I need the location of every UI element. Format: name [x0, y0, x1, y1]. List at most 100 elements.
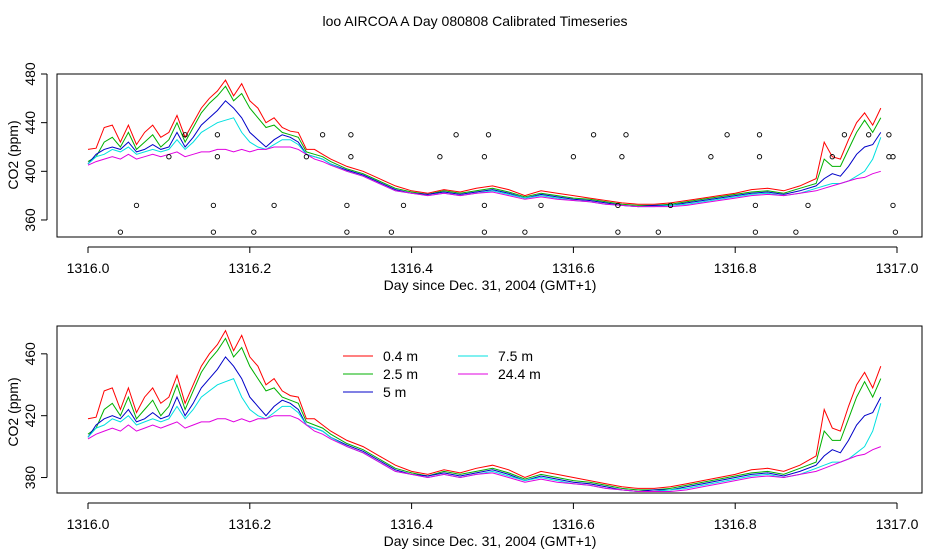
bottom-x-tick-label: 1316.2 — [228, 516, 271, 532]
top-marker-point — [481, 154, 488, 160]
top-marker-point — [655, 229, 661, 235]
bottom-series-line-7-5-m — [87, 377, 882, 492]
top-marker-point — [522, 229, 528, 235]
top-marker-point — [667, 202, 674, 209]
top-marker-point — [271, 202, 277, 209]
legend-item-2-5-m: 2.5 m — [343, 366, 418, 382]
legend-label: 0.4 m — [383, 348, 418, 364]
top-marker-point — [437, 154, 443, 160]
top-x-axis-label: Day since Dec. 31, 2004 (GMT+1) — [384, 277, 597, 293]
top-marker-point — [886, 132, 892, 138]
top-marker-point — [752, 202, 759, 209]
top-marker-point — [388, 229, 395, 235]
bottom-x-tick-label: 1316.8 — [714, 516, 757, 532]
top-marker-point — [890, 154, 896, 160]
legend-item-7-5-m: 7.5 m — [458, 348, 533, 364]
bottom-x-tick-label: 1317.0 — [876, 516, 919, 532]
top-series-line-0-4-m — [87, 79, 882, 205]
bottom-y-axis: 380 420 460 — [22, 342, 48, 490]
top-marker-point — [890, 202, 896, 209]
top-marker-point — [538, 202, 544, 209]
top-marker-point — [251, 229, 257, 235]
top-x-tick-label: 1316.0 — [67, 260, 110, 276]
top-y-tick-label: 440 — [22, 111, 38, 135]
top-marker-point — [590, 132, 597, 138]
legend-label: 7.5 m — [498, 348, 533, 364]
top-marker-point — [182, 132, 188, 138]
top-y-axis-label: CO2 (ppm) — [5, 120, 21, 189]
top-marker-point — [756, 154, 763, 160]
top-marker-point — [841, 132, 848, 138]
top-marker-point — [623, 132, 629, 138]
top-markers — [117, 132, 899, 235]
top-marker-point — [400, 202, 407, 209]
top-marker-point — [214, 154, 221, 160]
top-marker-point — [752, 229, 759, 235]
bottom-y-axis-label: CO2 (ppm) — [5, 377, 21, 446]
top-marker-point — [344, 229, 350, 235]
top-y-axis: 360 400 440 480 — [22, 62, 48, 232]
top-marker-point — [805, 202, 811, 209]
top-marker-point — [866, 132, 872, 138]
top-x-tick-label: 1316.2 — [228, 260, 271, 276]
top-marker-point — [210, 202, 217, 209]
top-marker-point — [214, 132, 221, 138]
top-series-line-24-4-m — [87, 146, 881, 208]
legend-item-24-4-m: 24.4 m — [458, 366, 541, 382]
top-marker-point — [619, 154, 625, 160]
top-marker-point — [724, 132, 730, 138]
top-marker-point — [303, 154, 310, 160]
top-marker-point — [892, 229, 899, 235]
top-marker-point — [708, 154, 714, 160]
top-series-line-7-5-m — [87, 117, 882, 208]
bottom-plot-frame — [56, 325, 923, 494]
top-series-line-2-5-m — [87, 85, 882, 206]
bottom-series-lines — [87, 329, 882, 493]
top-x-axis: 1316.0 1316.2 1316.4 1316.6 1316.8 1317.0 — [67, 246, 919, 276]
top-marker-point — [570, 154, 577, 160]
top-panel: 1316.0 1316.2 1316.4 1316.6 1316.8 1317.0 360… — [5, 62, 923, 293]
bottom-x-tick-label: 1316.6 — [552, 516, 595, 532]
top-y-tick-label: 400 — [22, 159, 38, 183]
bottom-series-line-0-4-m — [87, 329, 882, 489]
top-marker-point — [453, 132, 459, 138]
top-y-tick-label: 360 — [22, 208, 38, 232]
top-series-line-5-m — [87, 100, 882, 208]
bottom-x-tick-label: 1316.0 — [67, 516, 110, 532]
top-y-tick-label: 480 — [22, 62, 38, 86]
bottom-panel: 1316.0 1316.2 1316.4 1316.6 1316.8 1317.0 380… — [5, 325, 923, 549]
bottom-y-tick-label: 380 — [22, 466, 38, 490]
bottom-series-line-5-m — [87, 356, 882, 493]
top-marker-point — [829, 154, 835, 160]
top-marker-point — [615, 202, 621, 209]
top-x-tick-label: 1317.0 — [876, 260, 919, 276]
top-marker-point — [793, 229, 799, 235]
bottom-legend: 0.4 m 2.5 m 5 m 7.5 m 24.4 m — [343, 348, 541, 400]
bottom-x-axis-label: Day since Dec. 31, 2004 (GMT+1) — [384, 533, 597, 549]
top-marker-point — [756, 132, 763, 138]
legend-item-5-m: 5 m — [343, 384, 406, 400]
top-marker-point — [615, 229, 621, 235]
top-marker-point — [210, 229, 217, 235]
top-marker-point — [344, 202, 350, 209]
legend-item-0-4-m: 0.4 m — [343, 348, 418, 364]
legend-label: 24.4 m — [498, 366, 541, 382]
top-x-tick-label: 1316.4 — [390, 260, 433, 276]
top-marker-point — [166, 154, 172, 160]
bottom-series-line-2-5-m — [87, 337, 882, 491]
top-marker-point — [348, 132, 354, 138]
top-marker-point — [481, 202, 488, 209]
bottom-series-line-24-4-m — [87, 415, 881, 492]
legend-label: 5 m — [383, 384, 406, 400]
top-marker-point — [485, 132, 492, 138]
top-marker-point — [348, 154, 354, 160]
top-x-tick-label: 1316.6 — [552, 260, 595, 276]
top-marker-point — [133, 202, 140, 209]
top-marker-point — [319, 132, 326, 138]
bottom-y-tick-label: 460 — [22, 342, 38, 366]
bottom-x-axis: 1316.0 1316.2 1316.4 1316.6 1316.8 1317.0 — [67, 502, 919, 532]
bottom-y-tick-label: 420 — [22, 404, 38, 428]
top-series-lines — [87, 79, 882, 208]
top-marker-point — [481, 229, 488, 235]
